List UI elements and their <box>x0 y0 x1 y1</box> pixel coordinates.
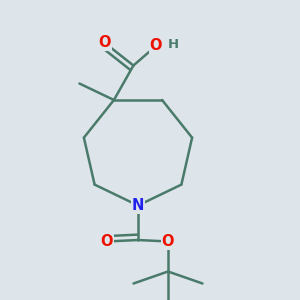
Text: O: O <box>99 35 111 50</box>
Text: N: N <box>132 198 144 213</box>
Text: O: O <box>100 234 113 249</box>
Text: H: H <box>168 38 179 51</box>
Text: O: O <box>150 38 162 53</box>
Text: O: O <box>162 234 174 249</box>
